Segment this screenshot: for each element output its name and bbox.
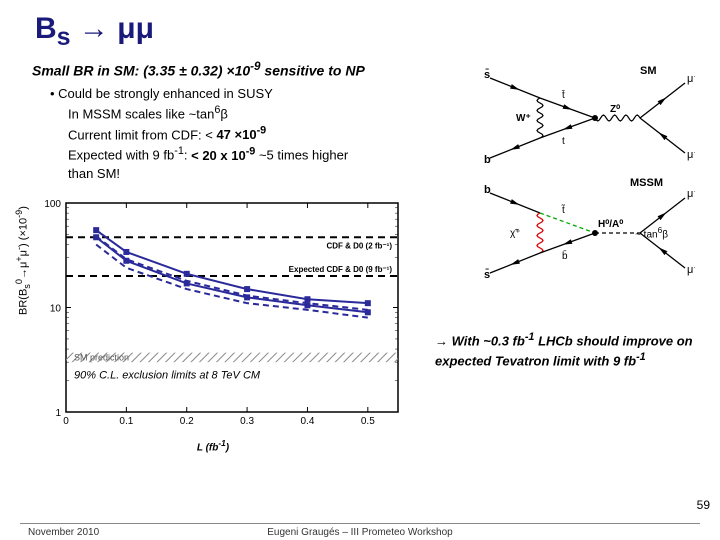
svg-text:SM prediction: SM prediction bbox=[74, 352, 129, 362]
bullet-line: Expected with 9 fb-1: < 20 x 10-9 ~5 tim… bbox=[50, 144, 430, 165]
svg-text:CDF & D0 (2 fb⁻¹): CDF & D0 (2 fb⁻¹) bbox=[326, 241, 392, 250]
svg-text:Z⁰: Z⁰ bbox=[610, 104, 620, 115]
slide-title: Bs → μμ bbox=[35, 12, 154, 52]
feynman-svg: s̄ b W⁺ t̄ t Z⁰ μ⁺ μ⁻ SM b s̄ χ̃⁺ t̃ b̄ H⁰/A⁰ μ⁺ μ⁻ MSSM bbox=[480, 58, 695, 298]
svg-text:MSSM: MSSM bbox=[630, 177, 663, 189]
bullet-line: Current limit from CDF: < 47 ×10-9 bbox=[50, 124, 430, 145]
svg-text:μ⁺: μ⁺ bbox=[687, 73, 695, 85]
svg-text:Expected CDF & D0 (9 fb⁻¹): Expected CDF & D0 (9 fb⁻¹) bbox=[289, 265, 393, 274]
exclusion-chart: BR(Bs0→μ+μ-) (×10-9) 11010000.10.20.30.4… bbox=[18, 195, 408, 455]
svg-text:s̄: s̄ bbox=[484, 69, 490, 81]
svg-text:W⁺: W⁺ bbox=[516, 113, 531, 124]
svg-text:t̄: t̄ bbox=[561, 89, 565, 101]
subtitle: Small BR in SM: (3.35 ± 0.32) ×10-9 sens… bbox=[32, 60, 365, 79]
footer-divider bbox=[20, 523, 700, 524]
svg-text:SM: SM bbox=[640, 65, 657, 77]
svg-text:t̃: t̃ bbox=[561, 204, 566, 216]
bullet-line: than SM! bbox=[50, 165, 430, 183]
chart-svg: 1 10 100 0 0.1 0.2 0.3 0.4 0.5 SM prediction CDF &… bbox=[18, 195, 408, 440]
svg-text:s̄: s̄ bbox=[484, 269, 490, 281]
lhcb-note: → With ~0.3 fb-1 LHCb should improve on … bbox=[435, 330, 695, 370]
svg-text:1: 1 bbox=[55, 408, 61, 419]
footer: November 2010 Eugeni Graugés – III Prome… bbox=[0, 518, 720, 540]
svg-text:90% C.L. exclusion limits at 8: 90% C.L. exclusion limits at 8 TeV CM bbox=[74, 369, 261, 381]
chart-ylabel: BR(Bs0→μ+μ-) (×10-9) bbox=[14, 206, 32, 315]
svg-text:H⁰/A⁰: H⁰/A⁰ bbox=[598, 219, 623, 230]
bullet-block: • Could be strongly enhanced in SUSY In … bbox=[50, 85, 430, 183]
svg-text:10: 10 bbox=[50, 304, 62, 315]
svg-text:t: t bbox=[562, 136, 565, 147]
svg-text:b: b bbox=[484, 154, 491, 166]
page-number: 59 bbox=[697, 498, 710, 512]
svg-text:0.5: 0.5 bbox=[361, 416, 375, 427]
feynman-diagrams: s̄ b W⁺ t̄ t Z⁰ μ⁺ μ⁻ SM b s̄ χ̃⁺ t̃ b̄ H⁰/A⁰ μ⁺ μ⁻ MSSM bbox=[480, 58, 695, 298]
svg-text:μ⁻: μ⁻ bbox=[687, 149, 695, 161]
svg-text:0.1: 0.1 bbox=[119, 416, 133, 427]
svg-text:0.3: 0.3 bbox=[240, 416, 254, 427]
chart-xlabel: L (fb-1) bbox=[18, 438, 408, 453]
footer-author: Eugeni Graugés – III Prometeo Workshop bbox=[0, 527, 720, 538]
bullet-line: • Could be strongly enhanced in SUSY bbox=[50, 85, 430, 103]
svg-text:μ⁺: μ⁺ bbox=[687, 188, 695, 200]
tanb-label: ~ tan6β bbox=[635, 225, 668, 240]
svg-text:100: 100 bbox=[44, 199, 61, 210]
svg-text:0.2: 0.2 bbox=[180, 416, 194, 427]
svg-text:μ⁻: μ⁻ bbox=[687, 264, 695, 276]
svg-text:b̄: b̄ bbox=[562, 249, 568, 262]
svg-text:b: b bbox=[484, 184, 491, 196]
svg-text:0: 0 bbox=[63, 416, 69, 427]
svg-text:χ̃⁺: χ̃⁺ bbox=[510, 228, 521, 239]
bullet-line: In MSSM scales like ~tan6β bbox=[50, 103, 430, 124]
svg-text:0.4: 0.4 bbox=[301, 416, 315, 427]
